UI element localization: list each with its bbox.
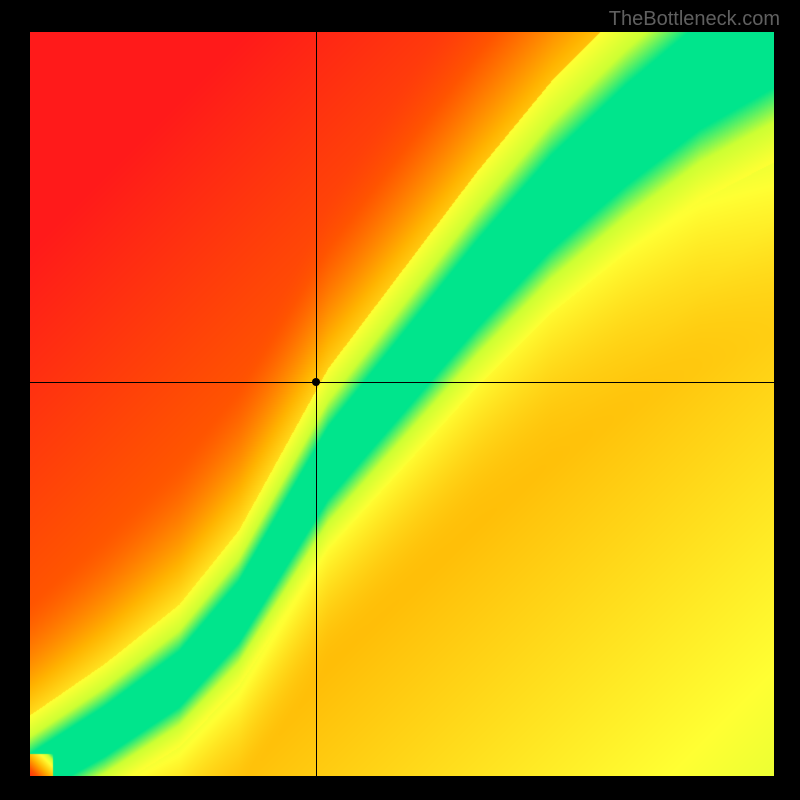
crosshair-marker [312, 378, 320, 386]
watermark-text: TheBottleneck.com [609, 8, 780, 31]
heatmap-canvas [30, 32, 774, 776]
heatmap-plot [30, 32, 774, 776]
crosshair-horizontal [30, 382, 774, 383]
crosshair-vertical [316, 32, 317, 776]
